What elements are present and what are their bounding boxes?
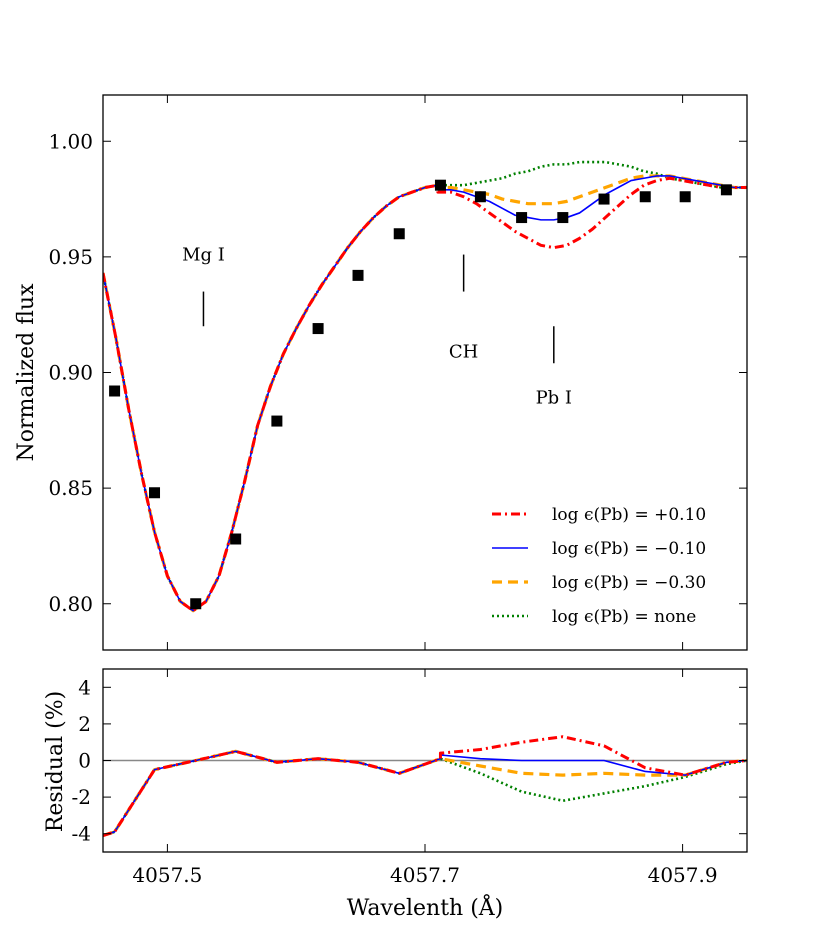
- bottom-ylabel: Residual (%): [43, 691, 68, 832]
- observed-point: [230, 533, 242, 545]
- bottom-xtick-label: 4057.7: [390, 863, 460, 887]
- legend-label: log ϵ(Pb) = none: [552, 607, 696, 627]
- observed-point: [149, 487, 161, 499]
- bottom-xtick-label: 4057.9: [648, 863, 718, 887]
- observed-point: [190, 598, 202, 610]
- observed-point: [598, 193, 610, 205]
- bottom-xtick-label: 4057.5: [132, 863, 202, 887]
- observed-point: [434, 179, 446, 191]
- top-ytick-label: 0.95: [48, 245, 93, 269]
- bottom-ytick-label: 4: [78, 675, 91, 699]
- observed-point: [474, 191, 486, 203]
- top-ytick-label: 0.85: [48, 476, 93, 500]
- legend-label: log ϵ(Pb) = −0.10: [552, 539, 706, 559]
- annotation-label: CH: [449, 341, 478, 362]
- observed-point: [271, 415, 283, 427]
- observed-point: [516, 212, 528, 224]
- top-ytick-label: 0.90: [48, 361, 93, 385]
- observed-point: [109, 385, 121, 397]
- model-line-0: [103, 176, 747, 613]
- top-ytick-label: 0.80: [48, 592, 93, 616]
- observed-point: [720, 184, 732, 196]
- annotation-label: Pb I: [536, 388, 572, 409]
- observed-point: [557, 212, 569, 224]
- residual-line-0: [103, 735, 747, 837]
- annotation-label: Mg I: [182, 244, 225, 265]
- bottom-ytick-label: -4: [72, 822, 91, 846]
- xlabel: Wavelenth (Å): [347, 893, 504, 921]
- top-ytick-label: 1.00: [48, 129, 93, 153]
- observed-point: [639, 191, 651, 203]
- observed-point: [312, 323, 324, 335]
- bottom-ytick-label: 2: [78, 712, 91, 736]
- legend-label: log ϵ(Pb) = −0.30: [552, 573, 706, 593]
- top-panel-frame: [102, 94, 748, 651]
- observed-point: [393, 228, 405, 240]
- observed-point: [352, 269, 364, 281]
- top-ylabel: Normalized flux: [14, 283, 39, 462]
- legend-label: log ϵ(Pb) = +0.10: [552, 505, 706, 525]
- bottom-ytick-label: 0: [78, 749, 91, 773]
- bottom-ytick-label: -2: [72, 785, 91, 809]
- observed-point: [679, 191, 691, 203]
